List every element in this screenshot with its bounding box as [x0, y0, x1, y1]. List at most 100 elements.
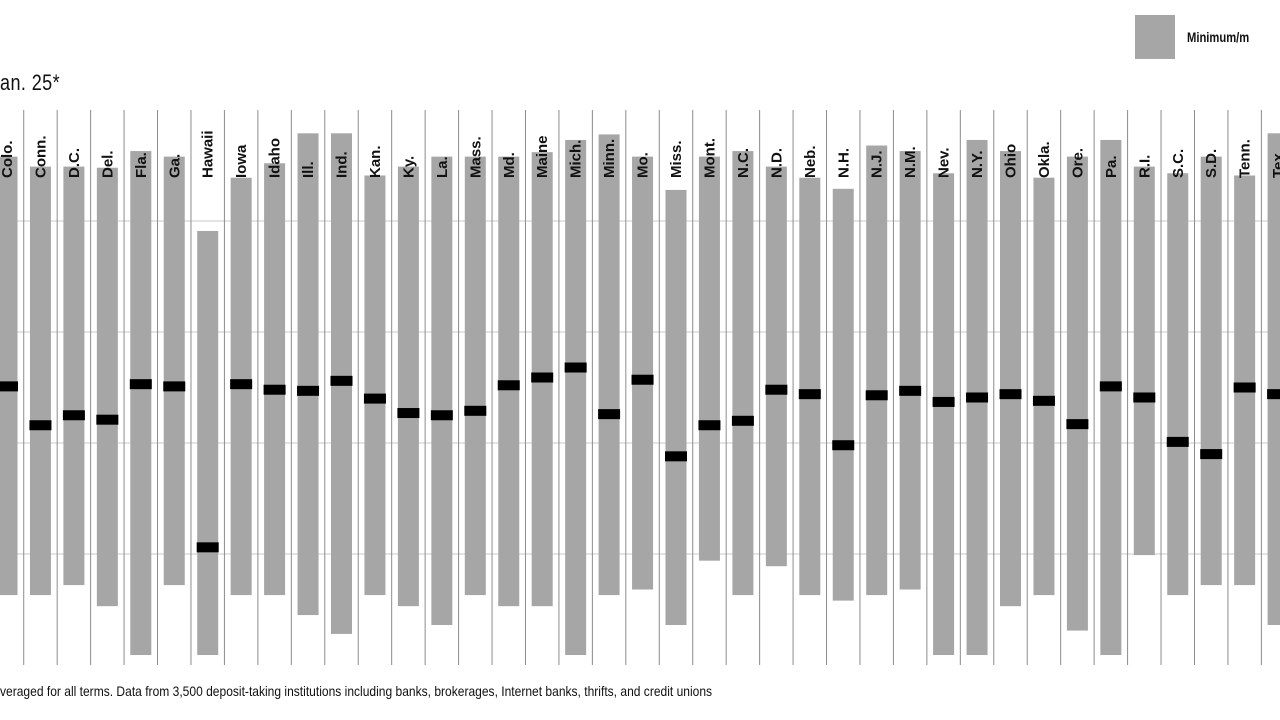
state-label: S.C. [1170, 149, 1187, 178]
average-marker [899, 385, 922, 396]
average-marker [1133, 392, 1156, 403]
range-bar [29, 166, 51, 596]
state-label: N.D. [768, 148, 785, 178]
average-marker [665, 451, 687, 462]
range-bar [1066, 156, 1088, 631]
state-label: Mich. [568, 140, 585, 178]
footnote: veraged for all terms. Data from 3,500 d… [0, 683, 713, 699]
average-marker [1066, 419, 1089, 430]
range-bar [765, 166, 787, 567]
average-marker [564, 362, 587, 373]
state-label: Ohio [1003, 144, 1020, 178]
state-label: Neb. [802, 145, 819, 178]
state-label: Mass. [467, 136, 484, 178]
range-bar [1234, 175, 1256, 586]
average-marker [1267, 389, 1280, 400]
range-bar [364, 175, 386, 596]
average-marker [1166, 436, 1189, 447]
state-label: Conn. [32, 136, 49, 179]
range-bar [866, 145, 888, 596]
average-marker [1233, 382, 1256, 393]
average-marker [397, 408, 420, 419]
state-label: Mo. [635, 152, 652, 178]
average-marker [263, 384, 286, 395]
range-bar [933, 173, 955, 656]
state-label: La. [434, 156, 451, 178]
average-marker [765, 384, 788, 395]
state-label: Maine [534, 135, 551, 178]
state-label: Mont. [701, 138, 718, 178]
average-marker [966, 392, 989, 403]
range-bar [1267, 133, 1280, 626]
state-label: Hawaii [200, 130, 217, 178]
average-marker [163, 381, 186, 392]
state-label: Ky. [400, 156, 417, 178]
state-label: Md. [501, 152, 518, 178]
average-marker [0, 381, 18, 392]
average-marker [731, 415, 754, 426]
average-marker [598, 409, 621, 420]
average-marker [999, 389, 1022, 400]
state-label: Tex. [1270, 149, 1280, 178]
state-label: S.D. [1203, 149, 1220, 178]
average-marker [497, 380, 520, 391]
range-bar [565, 139, 587, 656]
state-label: Ind. [334, 151, 351, 178]
range-bar [665, 189, 687, 626]
state-label: Miss. [668, 140, 685, 178]
average-marker [297, 385, 320, 396]
state-label: Fla. [133, 152, 150, 178]
average-marker [631, 374, 654, 385]
average-marker [230, 379, 253, 390]
state-label: Idaho [267, 138, 284, 178]
range-bar [598, 134, 620, 596]
range-bar [1167, 173, 1189, 596]
legend-range-swatch [1135, 15, 1175, 59]
range-bar [799, 177, 821, 596]
average-marker [196, 542, 219, 553]
average-marker [430, 410, 453, 421]
state-label: Ore. [1069, 148, 1086, 178]
range-bar [464, 156, 486, 596]
state-label: Nev. [936, 147, 953, 178]
range-bar [1200, 156, 1222, 586]
range-bar [1000, 151, 1021, 607]
state-label: Okla. [1036, 141, 1053, 178]
state-label: Tenn. [1237, 139, 1254, 178]
range-bar [163, 156, 185, 586]
range-bar [698, 156, 720, 561]
state-label: N.M. [902, 146, 919, 178]
range-bar [832, 188, 854, 601]
state-label: R.I. [1136, 155, 1153, 178]
average-marker [1032, 395, 1055, 406]
state-label: N.H. [835, 148, 852, 178]
state-label: Pa. [1103, 155, 1120, 178]
range-bar [1100, 139, 1122, 656]
state-label: N.J. [869, 150, 886, 178]
average-marker [96, 414, 119, 425]
range-bar [297, 133, 319, 616]
average-marker [798, 389, 821, 400]
average-marker [62, 410, 85, 421]
average-marker [932, 396, 955, 407]
average-marker [1200, 449, 1223, 460]
range-bar [1033, 177, 1055, 596]
average-marker [29, 420, 52, 431]
average-marker [832, 440, 855, 451]
range-bar [63, 166, 85, 586]
state-label: D.C. [66, 148, 83, 178]
range-chart: Colo. Conn. D.C. Del. Fla. Ga. Hawaii Iowa Idaho… [0, 110, 1280, 665]
range-bar [0, 156, 18, 596]
state-label: Ill. [300, 161, 317, 178]
state-label: Del. [99, 150, 116, 178]
range-bar [130, 151, 152, 656]
chart-title-fragment: an. 25* [0, 70, 61, 95]
state-label: N.C. [735, 148, 752, 178]
state-label: Kan. [367, 145, 384, 178]
state-label: Ga. [166, 154, 183, 178]
average-marker [698, 420, 721, 431]
range-bar [732, 151, 754, 596]
state-label: Minn. [601, 139, 618, 178]
average-marker [330, 375, 353, 386]
state-label: Colo. [0, 141, 16, 179]
